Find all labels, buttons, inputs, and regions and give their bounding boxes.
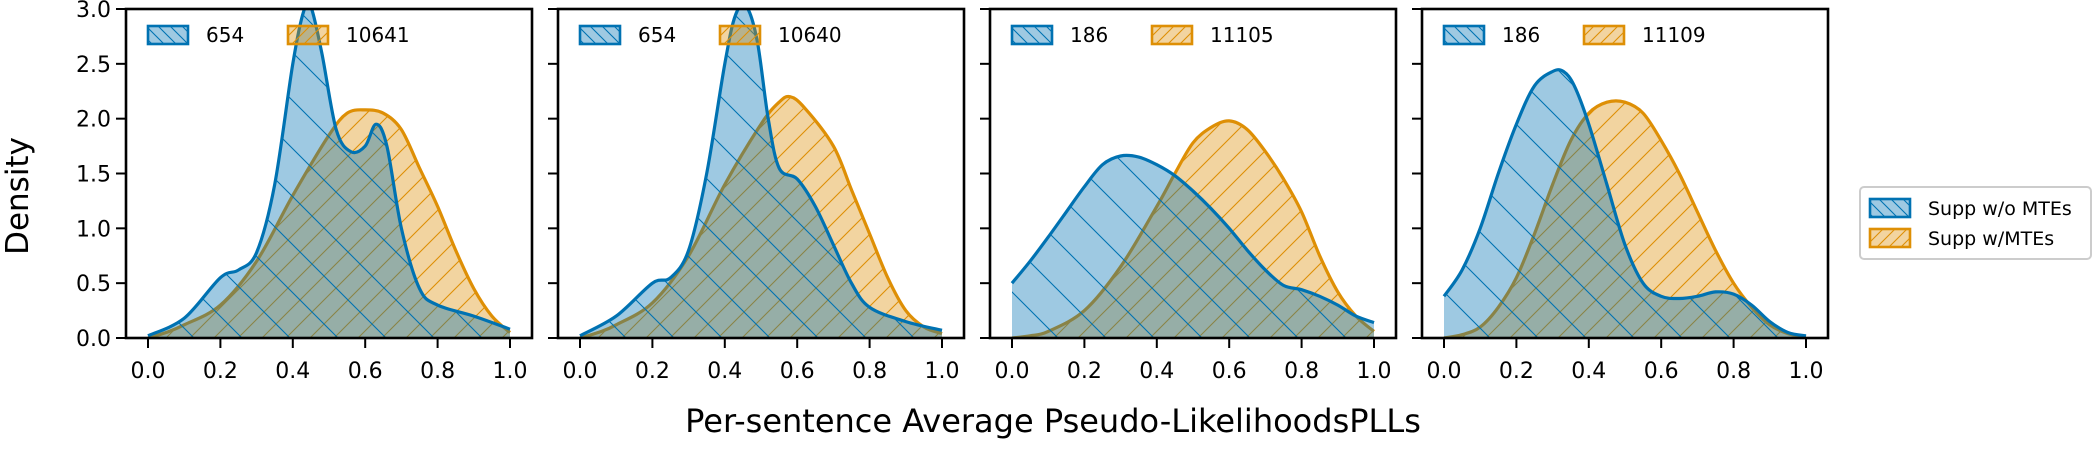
panel-legend: 186 11109 xyxy=(1442,23,1706,47)
x-tick-label: 0.2 xyxy=(635,359,670,384)
x-tick-label: 0.8 xyxy=(852,359,887,384)
legend-label: 10640 xyxy=(778,23,842,47)
legend-label: 654 xyxy=(206,23,244,47)
legend-label: 186 xyxy=(1070,23,1108,47)
legend-swatch-outline xyxy=(578,24,622,46)
x-tick-label: 0.2 xyxy=(203,359,238,384)
y-tick-label: 0.0 xyxy=(76,327,111,352)
x-tick-label: 0.0 xyxy=(995,359,1030,384)
y-tick-label: 1.0 xyxy=(76,217,111,242)
x-tick-label: 0.6 xyxy=(348,359,383,384)
panel-legend: 654 10640 xyxy=(578,23,842,47)
x-tick-label: 0.4 xyxy=(275,359,310,384)
panel-3: 0.0 0.2 0.4 0.6 0.8 1.0 186 11105 xyxy=(980,7,1398,384)
series-without-mtes-hatch xyxy=(148,9,510,338)
x-tick-label: 0.8 xyxy=(1284,359,1319,384)
panel-4: 0.0 0.2 0.4 0.6 0.8 1.0 186 11109 xyxy=(1412,7,1830,384)
y-tick-label: 2.0 xyxy=(76,108,111,133)
legend-swatch-outline xyxy=(718,24,762,46)
figure-legend-label: Supp w/MTEs xyxy=(1928,228,2054,250)
panel-2: 0.0 0.2 0.4 0.6 0.8 1.0 654 10640 xyxy=(548,7,966,384)
legend-label: 11105 xyxy=(1210,23,1274,47)
x-tick-label: 1.0 xyxy=(1789,359,1824,384)
legend-label: 10641 xyxy=(346,23,410,47)
legend-swatch-outline xyxy=(1150,24,1194,46)
legend-swatch-outline xyxy=(1442,24,1486,46)
x-tick-label: 0.4 xyxy=(707,359,742,384)
x-tick-label: 0.4 xyxy=(1571,359,1606,384)
y-tick-label: 3.0 xyxy=(76,0,111,23)
x-tick-label: 0.8 xyxy=(1716,359,1751,384)
series-without-mtes-line xyxy=(147,9,511,338)
x-tick-label: 0.0 xyxy=(1427,359,1462,384)
series-without-mtes-line xyxy=(1010,153,1375,325)
figure-legend-swatch-outline xyxy=(1868,227,1912,249)
x-tick-label: 0.0 xyxy=(563,359,598,384)
figure-legend-label: Supp w/o MTEs xyxy=(1928,198,2072,220)
panel-legend: 186 11105 xyxy=(1010,23,1274,47)
x-tick-label: 0.0 xyxy=(131,359,166,384)
series-without-mtes-hatch xyxy=(580,9,942,338)
legend-swatch-outline xyxy=(146,24,190,46)
x-tick-label: 0.8 xyxy=(420,359,455,384)
figure-legend-swatch-outline xyxy=(1868,197,1912,219)
legend-label: 654 xyxy=(638,23,676,47)
y-axis-label: Density xyxy=(0,137,36,255)
figure-legend: Supp w/o MTEs Supp w/MTEs xyxy=(1859,186,2092,260)
x-tick-label: 0.4 xyxy=(1139,359,1174,384)
x-tick-label: 1.0 xyxy=(1357,359,1392,384)
y-tick-label: 0.5 xyxy=(76,272,111,297)
legend-label: 11109 xyxy=(1642,23,1706,47)
x-axis-label: Per-sentence Average Pseudo-LikelihoodsP… xyxy=(685,402,1421,440)
x-tick-label: 0.6 xyxy=(780,359,815,384)
legend-label: 186 xyxy=(1502,23,1540,47)
legend-swatch-outline xyxy=(1010,24,1054,46)
series-without-mtes-hatch xyxy=(1012,155,1374,338)
x-tick-label: 0.6 xyxy=(1644,359,1679,384)
x-tick-label: 1.0 xyxy=(493,359,528,384)
y-tick-label: 2.5 xyxy=(76,53,111,78)
series-without-mtes-line xyxy=(1442,68,1807,338)
x-tick-label: 0.2 xyxy=(1499,359,1534,384)
legend-swatch-outline xyxy=(1582,24,1626,46)
series-without-mtes-hatch xyxy=(1444,69,1806,338)
x-tick-label: 0.6 xyxy=(1212,359,1247,384)
figure-legend-frame xyxy=(1859,186,2092,260)
y-tick-label: 1.5 xyxy=(76,163,111,188)
panel-1: 0.0 0.2 0.4 0.6 0.8 1.0 0.0 0.5 1.0 1.5 2.0 2.5 3.0 6… xyxy=(76,0,534,384)
panel-legend: 654 10641 xyxy=(146,23,410,47)
x-tick-label: 1.0 xyxy=(925,359,960,384)
legend-swatch-outline xyxy=(286,24,330,46)
x-tick-label: 0.2 xyxy=(1067,359,1102,384)
